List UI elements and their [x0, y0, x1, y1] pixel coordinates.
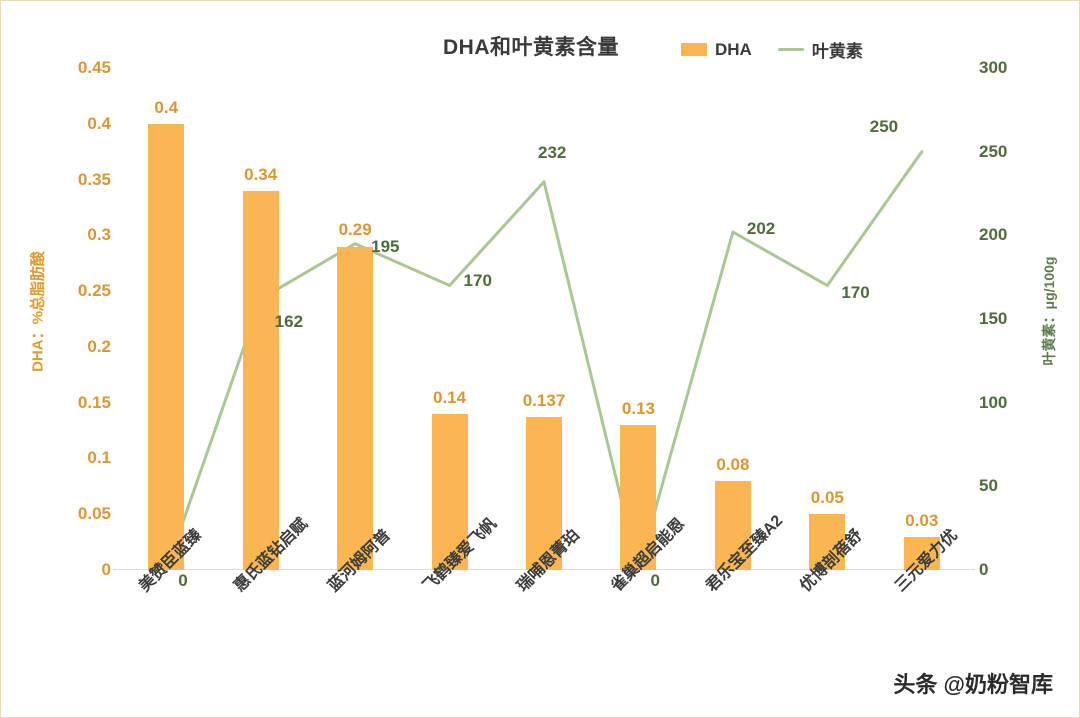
y-axis-left-tick: 0.15: [77, 392, 111, 412]
bar-dha[interactable]: [337, 246, 374, 570]
y-axis-left-tick: 0.2: [87, 336, 111, 356]
line-value-label: 162: [274, 311, 304, 331]
y-axis-right-tick: 250: [979, 141, 1008, 161]
bar-swatch-icon: [681, 43, 707, 56]
y-axis-left-tick: 0.35: [77, 169, 111, 189]
y-axis-left-tick: 0.05: [77, 504, 111, 524]
bar-dha[interactable]: [903, 536, 940, 570]
line-value-label: 250: [869, 116, 899, 136]
y-axis-right-tick: 0: [979, 560, 989, 579]
bar-value-label: 0.05: [810, 488, 844, 508]
line-swatch-icon: [777, 48, 804, 51]
line-value-label: 0: [178, 571, 188, 590]
y-axis-left-tick: 0.1: [87, 448, 111, 468]
bar-dha[interactable]: [714, 480, 751, 570]
y-axis-left-tick: 0.3: [87, 225, 111, 245]
bar-value-label: 0.34: [244, 164, 278, 184]
bar-value-label: 0.08: [716, 454, 750, 474]
bar-dha[interactable]: [242, 190, 279, 570]
bar-value-label: 0.03: [905, 510, 939, 530]
bar-dha[interactable]: [620, 424, 657, 570]
bar-value-label: 0.29: [338, 220, 372, 240]
y-axis-right-tick: 150: [979, 309, 1008, 328]
lutein-polyline: [164, 150, 924, 572]
y-axis-right-ticks: 0 50 100 150 200 250 300: [979, 1, 1049, 717]
line-value-label: 195: [371, 236, 400, 256]
legend-item-dha[interactable]: DHA: [681, 40, 752, 60]
line-value-label: 170: [463, 270, 492, 290]
line-value-label: 202: [746, 218, 776, 238]
bar-dha[interactable]: [526, 417, 562, 570]
y-axis-right-tick: 100: [979, 392, 1008, 412]
legend-label-lutein: 叶黄素: [811, 42, 863, 61]
line-value-label: 0: [650, 571, 660, 590]
y-axis-left-tick: 0: [101, 560, 111, 579]
y-axis-right-tick: 50: [979, 476, 998, 496]
chart-legend: DHA 叶黄素: [681, 37, 863, 62]
bar-value-label: 0.4: [154, 97, 179, 117]
y-axis-left-tick: 0.25: [77, 281, 111, 301]
y-axis-right-tick: 300: [979, 58, 1008, 77]
y-axis-right-tick: 200: [979, 225, 1008, 245]
legend-label-dha: DHA: [715, 39, 752, 59]
bar-dha[interactable]: [431, 413, 468, 570]
line-value-label: 170: [841, 282, 870, 302]
bar-value-label: 0.13: [621, 398, 655, 418]
bar-value-label: 0.14: [433, 387, 467, 407]
lutein-line-series: [164, 150, 924, 572]
bar-value-label: 0.137: [522, 391, 566, 411]
y-axis-left-tick: 0.45: [77, 58, 111, 77]
chart-title: DHA和叶黄素含量: [443, 36, 619, 59]
y-axis-left-ticks: 0 0.05 0.1 0.15 0.2 0.25 0.3 0.35 0.4 0.45: [1, 1, 111, 717]
bar-dha[interactable]: [809, 514, 846, 570]
bar-dha[interactable]: [148, 123, 185, 570]
legend-item-lutein[interactable]: 叶黄素: [777, 37, 863, 62]
y-axis-left-tick: 0.4: [87, 113, 111, 133]
plot-area: 0.4 0.34 0.29 0.14 0.137 0.13 0.08 0.05 0.03 0 162…: [119, 68, 969, 590]
line-value-label: 232: [538, 142, 567, 162]
watermark: 头条 @奶粉智库: [893, 672, 1053, 697]
